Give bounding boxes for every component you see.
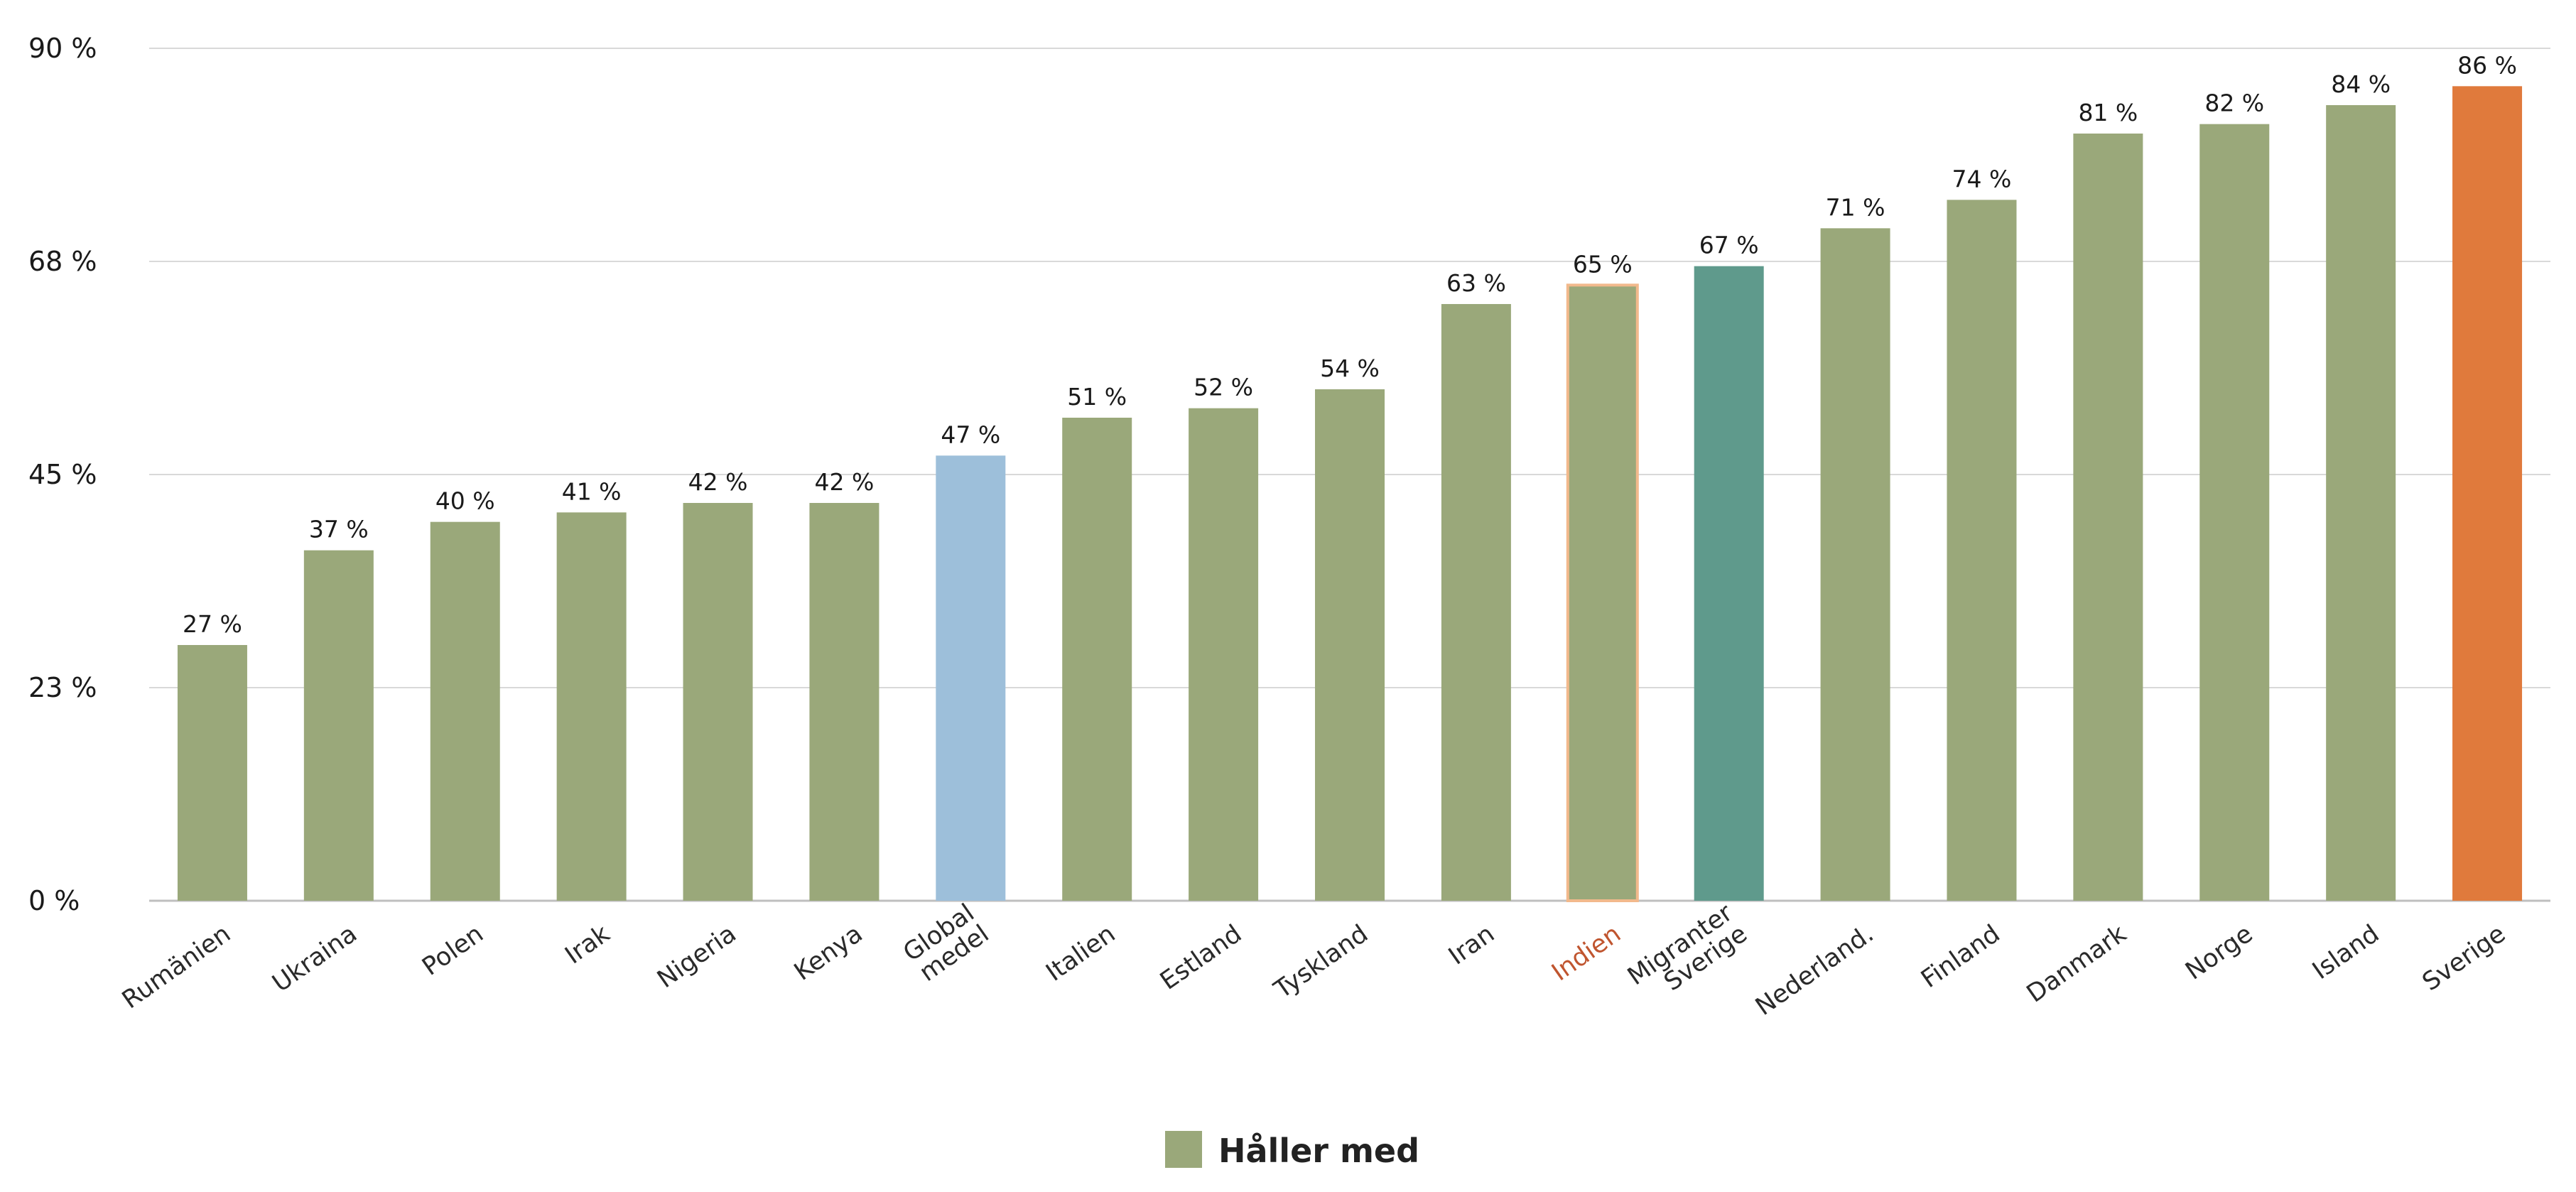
x-tick-label-line: Sverige <box>2418 920 2511 997</box>
value-label: 41 % <box>562 477 622 505</box>
bar <box>2326 105 2396 901</box>
x-tick-label: Estland <box>1155 920 1247 996</box>
x-tick-label: Iran <box>1444 920 1500 971</box>
x-tick-label: Irak <box>560 919 615 970</box>
value-label: 86 % <box>2457 51 2517 79</box>
x-tick-label-line: Kenya <box>789 920 868 987</box>
x-tick-label-line: Irak <box>560 919 615 970</box>
bar <box>1820 228 1890 901</box>
x-tick-label: Norge <box>2180 920 2258 986</box>
x-tick-label-line: Iran <box>1444 920 1500 971</box>
bar <box>430 521 500 901</box>
value-label: 40 % <box>435 487 495 515</box>
bar <box>1189 408 1259 901</box>
bar <box>683 503 753 901</box>
bar <box>936 455 1006 901</box>
y-tick-label: 90 % <box>28 33 97 64</box>
x-tick-label-line: Danmark <box>2022 919 2132 1008</box>
value-label: 37 % <box>309 516 369 543</box>
legend: Håller med <box>1165 1131 1419 1170</box>
x-tick-label-line: Estland <box>1155 920 1247 996</box>
bar <box>1947 200 2017 901</box>
bar <box>556 512 627 901</box>
value-label: 71 % <box>1826 193 1885 221</box>
x-tick-label: Rumänien <box>117 920 236 1015</box>
bar <box>1062 418 1132 901</box>
x-tick-label: Danmark <box>2022 919 2132 1008</box>
x-tick-label: Kenya <box>789 920 868 987</box>
bar <box>1441 304 1511 901</box>
x-tick-label-line: Nederland. <box>1750 920 1879 1022</box>
x-tick-label-line: Finland <box>1916 920 2005 995</box>
x-tick-label: Sverige <box>2418 920 2511 997</box>
bar <box>809 503 880 901</box>
x-tick-label: Tyskland <box>1269 920 1373 1005</box>
legend-swatch <box>1165 1131 1202 1168</box>
value-label: 54 % <box>1320 354 1380 382</box>
x-tick-label-line: Tyskland <box>1269 920 1373 1005</box>
y-tick-label: 68 % <box>28 246 97 277</box>
legend-label: Håller med <box>1218 1132 1419 1170</box>
x-axis: Rumänien Ukraina Polen Irak Nigeria Kenya Glob… <box>117 899 2511 1022</box>
y-tick-label: 23 % <box>28 672 97 703</box>
x-tick-label: Nederland. <box>1750 920 1879 1022</box>
bar <box>303 550 374 901</box>
value-label: 67 % <box>1699 232 1759 259</box>
x-tick-label: Nigeria <box>652 920 742 995</box>
bar <box>2073 134 2143 901</box>
x-tick-label: Polen <box>417 920 489 982</box>
x-tick-label: Indien <box>1547 920 1626 987</box>
value-label: 27 % <box>183 610 242 638</box>
x-tick-label-line: Italien <box>1041 920 1120 987</box>
x-tick-label: Ukraina <box>267 920 362 998</box>
value-label: 65 % <box>1573 250 1633 278</box>
x-tick-label-line: Nigeria <box>652 920 742 995</box>
value-label: 51 % <box>1067 383 1127 411</box>
x-tick-label-line: Rumänien <box>117 920 236 1015</box>
bars <box>177 86 2523 903</box>
value-label: 81 % <box>2078 99 2138 126</box>
value-label: 52 % <box>1194 374 1253 401</box>
y-tick-label: 0 % <box>28 885 80 916</box>
x-tick-label: Finland <box>1916 920 2005 995</box>
y-axis: 0 % 23 % 45 % 68 % 90 % <box>28 33 97 916</box>
value-label: 84 % <box>2331 70 2391 98</box>
x-tick-label-line: Indien <box>1547 920 1626 987</box>
bar <box>1694 266 1764 901</box>
y-tick-label: 45 % <box>28 459 97 490</box>
x-tick-label-line: Ukraina <box>267 920 362 998</box>
x-tick-label-line: Norge <box>2180 920 2258 986</box>
value-label: 42 % <box>814 468 874 496</box>
value-label: 47 % <box>941 421 1000 448</box>
x-tick-label: Island <box>2307 920 2384 985</box>
bar <box>1566 283 1639 903</box>
value-label: 63 % <box>1446 269 1506 297</box>
value-label: 42 % <box>688 468 748 496</box>
bar <box>177 645 247 901</box>
bar <box>2452 86 2523 901</box>
x-tick-label: Italien <box>1041 920 1120 987</box>
bar <box>2199 124 2270 901</box>
x-tick-label-line: Island <box>2307 920 2384 985</box>
value-label: 74 % <box>1952 165 2012 193</box>
x-tick-label-line: Polen <box>417 920 489 982</box>
value-label: 82 % <box>2204 90 2264 117</box>
value-labels: 27 % 37 % 40 % 41 % 42 % 42 % 47 % 51 % 52 % 54 %… <box>183 51 2517 638</box>
bar <box>1315 389 1385 901</box>
